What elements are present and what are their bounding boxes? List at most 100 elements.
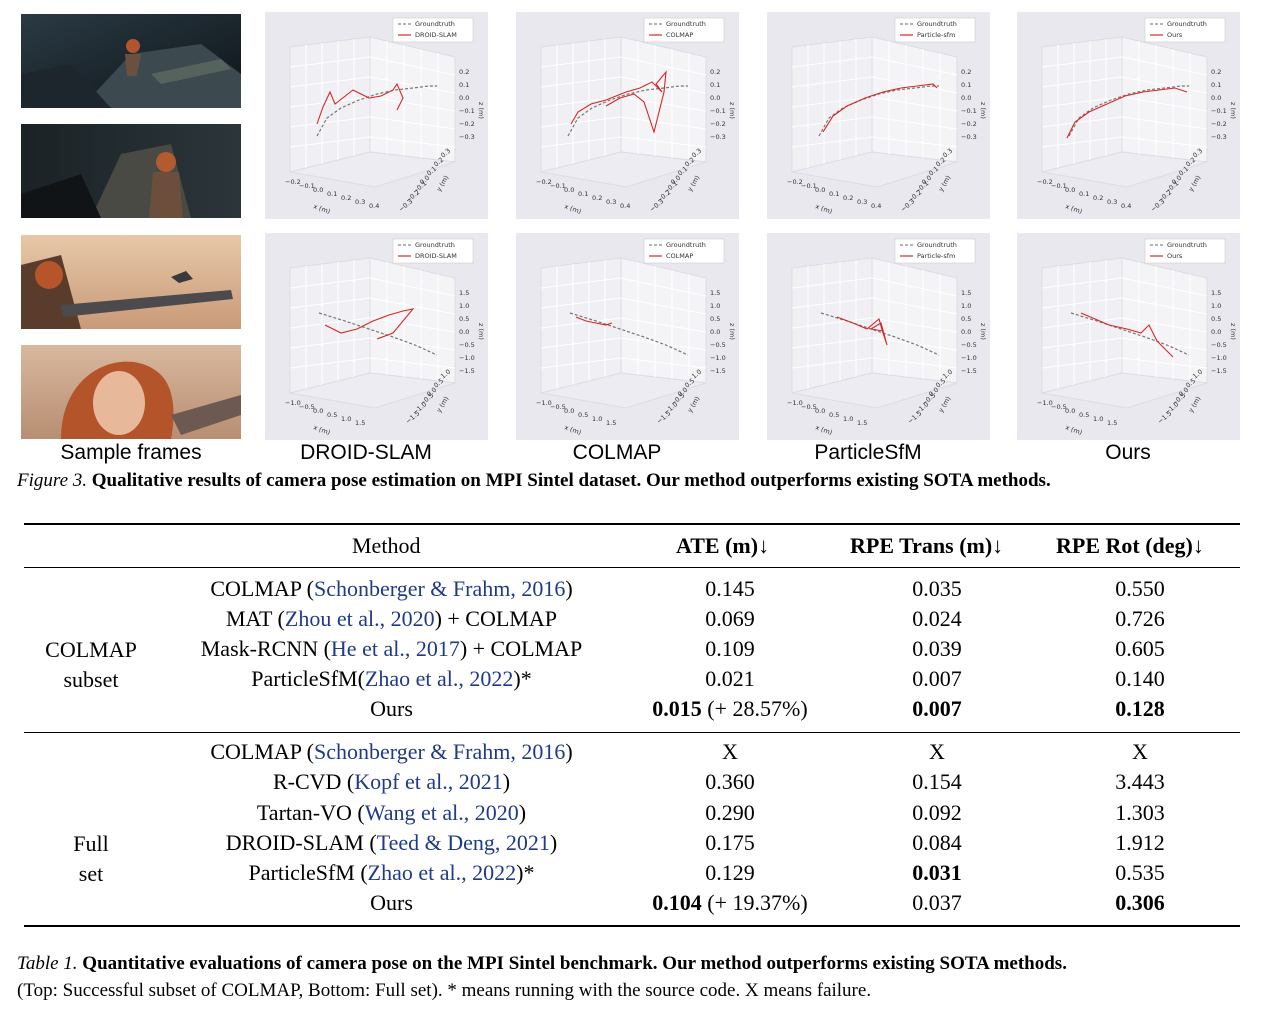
plot-grid [289,39,456,168]
header-rpe-rot: RPE Rot (deg)↓ [1056,533,1204,558]
citation-link: Schonberger & Frahm, 2016 [314,739,566,764]
z-tick-label: −1.0 [710,354,726,362]
plot-pane-floor [289,372,456,409]
table-cell-rpe-rot: 1.303 [1115,800,1165,825]
z-tick-label: 0.0 [710,328,720,336]
plot-legend: Groundtruth DROID-SLAM [392,238,474,264]
x-tick-label: 1.5 [606,419,616,427]
table-cell-ate: 0.360 [610,767,850,797]
table-cell-rpe-rot: 3.443 [1115,769,1165,794]
plot-grid [791,39,958,168]
ate-value: 0.129 [705,860,755,885]
x-tick-label: 1.0 [592,415,602,423]
ate-value: 0.145 [705,576,755,601]
label-ours: Ours [1105,441,1151,464]
x-tick-label: 0.0 [815,407,825,415]
plot-canvas: GroundtruthOurs1.51.00.50.0−0.5−1.0−1.5z… [1037,238,1237,437]
x-tick-label: 0.0 [1065,407,1075,415]
method-name: COLMAP ( [210,576,315,601]
z-tick-label: 0.5 [961,315,971,323]
table-cell-method: ParticleSfM (Zhao et al., 2022)* [150,858,633,888]
plot-legend: Groundtruth Particle-sfm [894,17,976,43]
plot-legend: Groundtruth COLMAP [643,17,725,43]
x-axis-label: x (m) [312,423,331,436]
groundtruth-trajectory [1068,85,1189,137]
method-suffix: ) [549,830,558,855]
groundtruth-trajectory [818,85,939,137]
z-tick-label: 0.2 [961,68,971,76]
plot-canvas: GroundtruthCOLMAP1.51.00.50.0−0.5−1.0−1.… [536,238,736,437]
table-cell-method: Mask-RCNN (He et al., 2017) + COLMAP [150,634,633,664]
method-name: ParticleSfM ( [248,860,368,885]
citation-link: He et al., 2017 [330,636,460,661]
plot-ours-top: Groundtruth Ours 0.2 0.1 0.0 −0.1 −0.2 −0.3 z (m… [1017,12,1240,219]
x-tick-label: −0.5 [550,403,566,411]
table-bottom-rule [24,925,1240,927]
x-tick-label: 0.0 [313,186,323,194]
table-cell-rpe-rot: 0.550 [1115,576,1165,601]
plot-pane-floor [540,151,707,188]
z-axis-label: z (m) [979,323,987,340]
z-tick-label: 1.0 [1211,302,1221,310]
table-cell-rpe-trans: 0.007 [912,696,962,721]
plot-colmap-bottom: Groundtruth COLMAP 1.5 1.0 0.5 0.0 −0.5 −1.0 −1.… [516,233,739,440]
x-tick-label: 0.4 [620,202,630,210]
z-tick-label: 0.1 [710,81,720,89]
plot-grid [540,260,707,389]
method-name: ParticleSfM( [251,666,365,691]
z-tick-label: 1.5 [710,289,720,297]
x-axis-label: x (m) [563,202,582,215]
groundtruth-trajectory [569,312,689,356]
x-tick-label: −0.5 [1051,403,1067,411]
z-tick-label: −0.2 [710,120,726,128]
x-tick-label: 1.0 [843,415,853,423]
table-cell-method: Ours [150,694,633,724]
legend-method: Ours [1167,252,1183,260]
x-tick-label: 0.3 [355,198,365,206]
z-axis-label: z (m) [728,323,736,340]
x-tick-label: 0.4 [369,202,379,210]
table-cell-ate: 0.290 [610,798,850,828]
z-tick-label: 0.1 [961,81,971,89]
table-cell-method: R-CVD (Kopf et al., 2021) [150,767,633,797]
groundtruth-trajectory [318,312,438,356]
plot-grid [791,260,958,389]
group-label-line2: subset [63,667,119,692]
z-tick-label: 1.0 [459,302,469,310]
group-label-line2: set [78,861,104,886]
table-cell-method: MAT (Zhou et al., 2020) + COLMAP [150,604,633,634]
y-axis-label: y (m) [1187,174,1203,193]
z-tick-label: 0.5 [710,315,720,323]
x-tick-label: 0.3 [606,198,616,206]
x-tick-label: 0.1 [327,190,337,198]
z-tick-label: −0.3 [710,133,726,141]
legend-method: Ours [1167,31,1183,39]
x-tick-label: −0.2 [536,178,552,186]
method-name: Tartan-VO ( [256,800,365,825]
method-name: Ours [370,890,413,915]
plot-legend: Groundtruth DROID-SLAM [392,17,474,43]
z-tick-label: 1.5 [961,289,971,297]
sample-frame-3 [21,235,241,329]
citation-link: Zhou et al., 2020 [284,606,435,631]
y-axis-label: y (m) [435,395,451,414]
legend-method: COLMAP [666,31,693,39]
table-cell-ate: 0.021 [610,664,850,694]
plot-particlesfm-bottom: Groundtruth Particle-sfm 1.5 1.0 0.5 0.0 −0.5−… [767,233,990,440]
table-cell-method: Ours [150,888,633,918]
z-tick-label: −1.5 [459,367,475,375]
plot-pane-floor [289,151,456,188]
z-tick-label: −0.3 [1211,133,1227,141]
z-tick-label: 1.5 [1211,289,1221,297]
ate-value: 0.360 [705,769,755,794]
x-tick-label: −0.5 [801,403,817,411]
plot-pane-floor [791,372,958,409]
table-cell-rpe-trans: 0.007 [912,666,962,691]
z-tick-label: 1.0 [961,302,971,310]
legend-groundtruth: Groundtruth [1167,20,1207,28]
z-tick-label: −0.5 [1211,341,1227,349]
method-name: Ours [370,696,413,721]
table-cell-rpe-trans: 0.031 [912,860,962,885]
x-tick-label: 1.5 [1107,419,1117,427]
label-droid-slam: DROID-SLAM [300,441,432,464]
